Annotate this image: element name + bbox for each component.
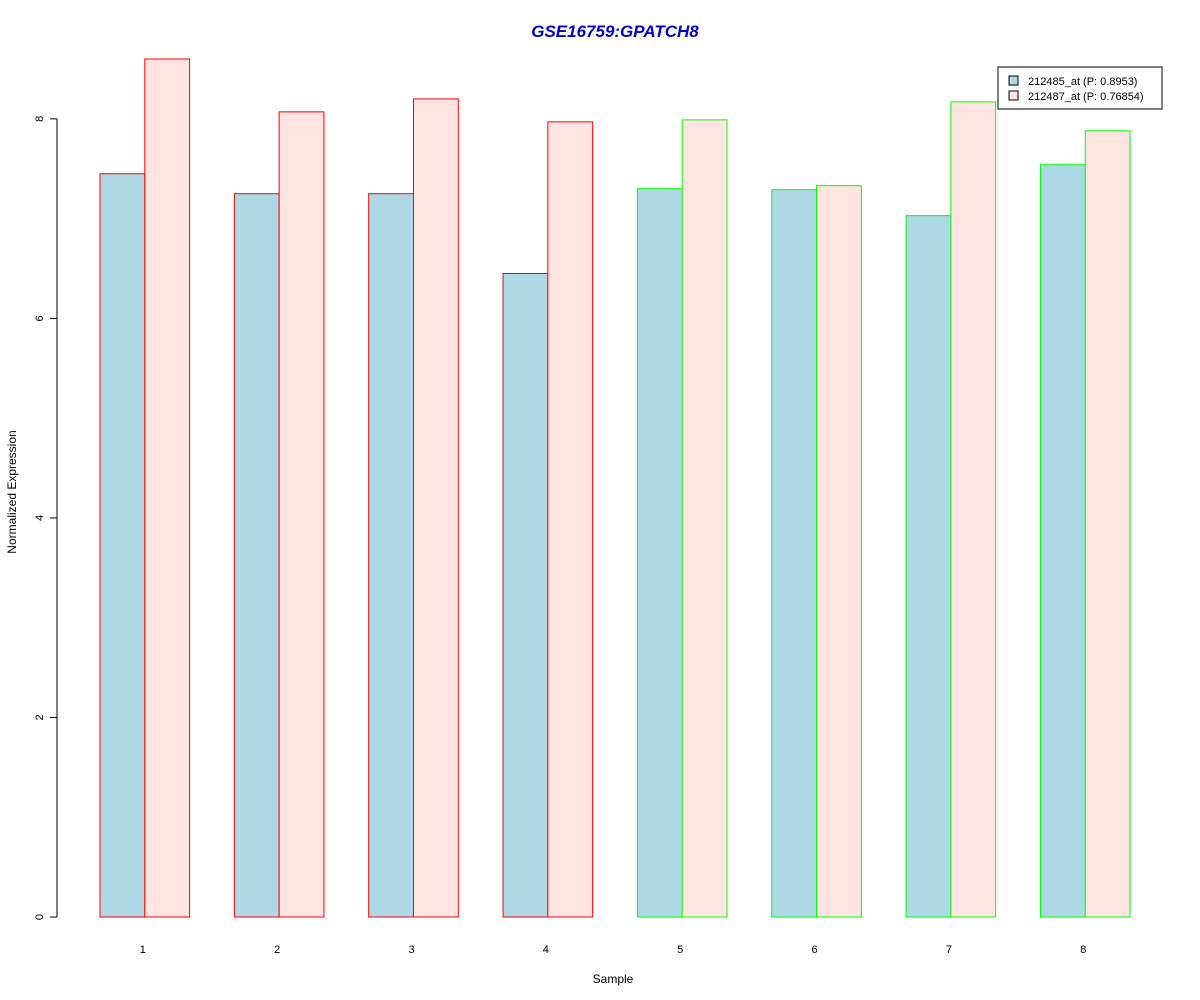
bar-sample-6-series-1 <box>771 189 818 918</box>
bar-sample-7-series-2 <box>950 101 997 918</box>
bar-sample-8-series-1 <box>1039 164 1086 918</box>
bar-sample-2-series-1 <box>233 193 280 918</box>
bar-sample-1-series-1 <box>99 173 146 918</box>
bar-sample-3-series-1 <box>368 193 415 918</box>
bars-group <box>99 58 1131 918</box>
bar-sample-7-series-1 <box>905 215 952 918</box>
y-tick-label-4: 4 <box>34 515 46 521</box>
legend: 212485_at (P: 0.8953) 212487_at (P: 0.76… <box>997 66 1163 110</box>
bar-sample-4-series-1 <box>502 273 549 918</box>
bar-sample-1-series-2 <box>144 58 191 918</box>
x-tick-label-7: 7 <box>946 944 952 956</box>
x-tick-label-6: 6 <box>811 944 817 956</box>
bar-sample-2-series-2 <box>278 111 325 918</box>
y-tick-label-8: 8 <box>34 116 46 122</box>
bar-sample-5-series-1 <box>636 188 683 918</box>
legend-label-series-1: 212485_at (P: 0.8953) <box>1028 76 1137 88</box>
bar-sample-4-series-2 <box>547 121 594 918</box>
legend-swatch-series-1 <box>1008 75 1019 86</box>
bar-sample-5-series-2 <box>681 119 728 918</box>
x-tick-label-3: 3 <box>408 944 414 956</box>
y-tick-label-0: 0 <box>34 914 46 920</box>
x-tick-label-2: 2 <box>274 944 280 956</box>
x-tick-label-4: 4 <box>543 944 549 956</box>
bar-sample-8-series-2 <box>1084 130 1131 918</box>
chart-title: GSE16759:GPATCH8 <box>531 22 699 41</box>
legend-swatch-series-2 <box>1008 90 1019 101</box>
y-tick-label-2: 2 <box>34 714 46 720</box>
y-tick-label-6: 6 <box>34 315 46 321</box>
bar-sample-6-series-2 <box>816 185 862 918</box>
y-axis-label: Normalized Expression <box>5 430 19 553</box>
legend-box <box>997 66 1163 110</box>
y-axis: 0 2 4 6 8 <box>34 116 58 920</box>
x-axis: 1 2 3 4 5 6 7 8 <box>140 944 1087 956</box>
x-tick-label-8: 8 <box>1080 944 1086 956</box>
x-tick-label-1: 1 <box>140 944 146 956</box>
x-axis-label: Sample <box>593 972 634 986</box>
legend-label-series-2: 212487_at (P: 0.76854) <box>1028 91 1144 103</box>
x-tick-label-5: 5 <box>677 944 683 956</box>
bar-sample-3-series-2 <box>413 98 459 918</box>
